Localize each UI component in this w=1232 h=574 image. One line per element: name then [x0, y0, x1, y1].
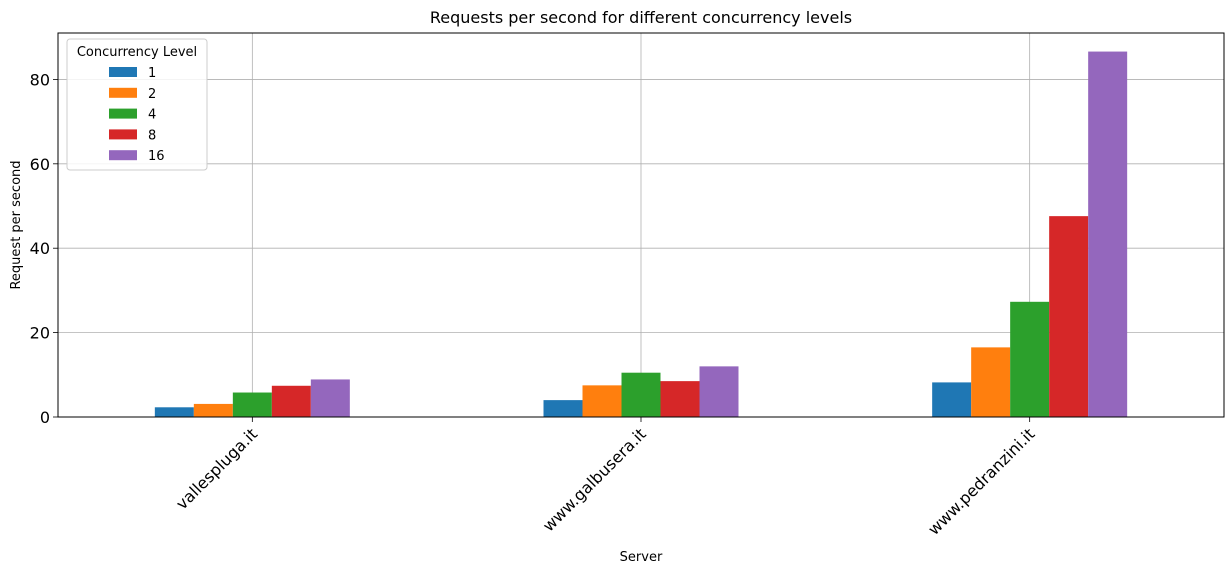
y-tick-label: 60	[30, 155, 50, 174]
bar	[271, 385, 311, 417]
bar	[310, 379, 350, 417]
bar	[543, 400, 583, 417]
y-axis-label: Request per second	[9, 160, 24, 289]
legend-label: 4	[148, 108, 156, 123]
chart-title: Requests per second for different concur…	[430, 8, 852, 27]
y-tick-label: 40	[30, 239, 50, 258]
legend-swatch	[109, 150, 137, 161]
legend-swatch	[109, 67, 137, 77]
bar	[1088, 51, 1128, 418]
x-tick-label: www.galbusera.it	[539, 424, 650, 535]
bar	[699, 366, 739, 417]
legend-swatch	[109, 129, 137, 140]
bar	[582, 385, 622, 417]
bar	[971, 347, 1011, 417]
bars	[154, 51, 1128, 418]
x-axis-ticks: vallespluga.it www.galbusera.it www.pedran…	[172, 417, 1038, 539]
bar	[193, 403, 233, 417]
legend-title: Concurrency Level	[77, 45, 197, 60]
bar	[621, 372, 661, 417]
bar	[660, 381, 700, 417]
bar	[1049, 216, 1089, 417]
legend: Concurrency Level 1 2 4 8 16	[66, 38, 208, 171]
y-tick-label: 20	[30, 324, 50, 343]
bar	[232, 392, 272, 417]
y-tick-label: 80	[30, 70, 50, 89]
legend-label: 16	[148, 149, 165, 164]
legend-label: 1	[148, 66, 156, 81]
legend-label: 8	[148, 128, 156, 143]
bar	[1010, 301, 1050, 417]
legend-label: 2	[148, 87, 156, 102]
x-axis-label: Server	[620, 550, 663, 565]
legend-box	[66, 38, 208, 171]
bar	[932, 382, 972, 417]
x-tick-label: www.pedranzini.it	[924, 424, 1038, 538]
legend-items: 1 2 4 8 16	[109, 66, 165, 164]
y-axis-ticks: 0 20 40 60 80	[30, 70, 58, 427]
y-tick-label: 0	[40, 408, 50, 427]
legend-swatch	[109, 87, 137, 98]
x-tick-label: vallespluga.it	[172, 424, 261, 513]
legend-swatch	[109, 108, 137, 119]
bar	[154, 407, 194, 417]
